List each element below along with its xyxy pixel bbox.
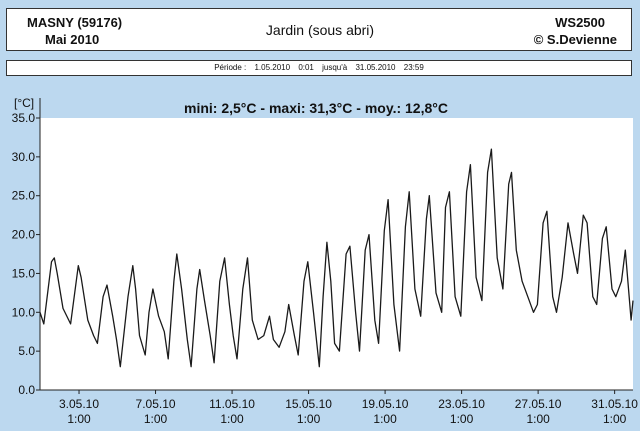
y-tick-label: 15.0 (12, 266, 36, 280)
x-tick-label-date: 15.05.10 (285, 397, 332, 411)
device-name: WS2500 (555, 15, 605, 30)
y-tick-label: 10.0 (12, 305, 36, 319)
x-tick-label-time: 1:00 (220, 412, 244, 426)
y-tick-label: 35.0 (12, 111, 36, 125)
y-axis-label: [°C] (14, 96, 34, 110)
x-tick-label-date: 3.05.10 (59, 397, 99, 411)
x-tick-label-time: 1:00 (603, 412, 627, 426)
month-label: Mai 2010 (45, 32, 100, 47)
x-tick-label-date: 23.05.10 (438, 397, 485, 411)
x-tick-label-date: 7.05.10 (136, 397, 176, 411)
x-tick-label-date: 31.05.10 (591, 397, 638, 411)
x-tick-label-time: 1:00 (526, 412, 550, 426)
x-axis: 3.05.101:007.05.101:0011.05.101:0015.05.… (40, 389, 638, 426)
y-tick-label: 20.0 (12, 228, 36, 242)
period-start: 1.05.2010 (254, 63, 291, 72)
y-axis: 0.0 5.0 10.0 15.0 20.0 25.0 30.0 35.0 (12, 98, 41, 397)
x-tick-label-date: 11.05.10 (209, 397, 255, 411)
y-tick-label: 25.0 (12, 189, 36, 203)
y-tick-label: 5.0 (18, 344, 35, 358)
period-end-time: 23:59 (403, 63, 424, 72)
temperature-series-line (39, 148, 634, 368)
y-tick-label: 0.0 (18, 383, 35, 397)
x-tick-label-time: 1:00 (67, 412, 91, 426)
chart-title: mini: 2,5°C - maxi: 31,3°C - moy.: 12,8°… (184, 100, 448, 116)
sensor-location: Jardin (sous abri) (265, 22, 375, 38)
x-tick-label-time: 1:00 (144, 412, 168, 426)
station-name: MASNY (59176) (27, 15, 123, 30)
y-tick-label: 30.0 (12, 150, 36, 164)
x-tick-label-time: 1:00 (297, 412, 321, 426)
x-tick-label-time: 1:00 (450, 412, 474, 426)
x-tick-label-date: 19.05.10 (362, 397, 409, 411)
period-start-time: 0:01 (298, 63, 314, 72)
author-credit: © S.Devienne (533, 32, 617, 47)
period-until: jusqu'à (322, 63, 348, 72)
plot-area (40, 118, 633, 390)
x-tick-label-time: 1:00 (373, 412, 397, 426)
period-end: 31.05.2010 (355, 63, 396, 72)
period-label: Période : (214, 63, 247, 72)
header-panel: MASNY (59176) Mai 2010 Jardin (sous abri… (6, 8, 632, 51)
x-tick-label-date: 27.05.10 (515, 397, 562, 411)
period-panel: Période : 1.05.2010 0:01 jusqu'à 31.05.2… (6, 60, 632, 76)
